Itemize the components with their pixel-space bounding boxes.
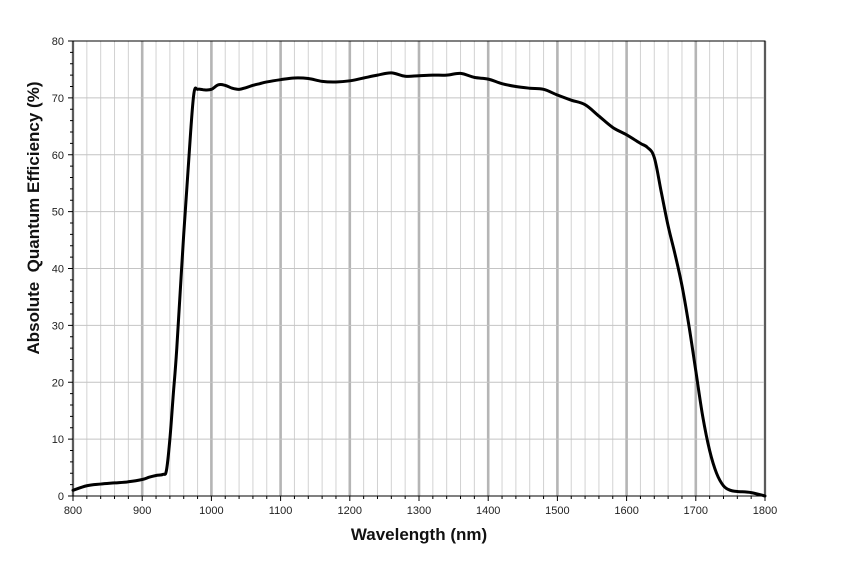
x-tick-label: 1000 (199, 505, 223, 517)
x-tick-label: 1300 (407, 505, 431, 517)
x-tick-label: 800 (64, 505, 82, 517)
x-tick-labels: 800 900 1000 1100 1200 1300 1400 1500 1600 1700 18… (64, 505, 777, 517)
y-tick-label: 0 (58, 491, 64, 503)
x-tick-label: 1800 (753, 505, 777, 517)
x-tick-label: 1500 (545, 505, 569, 517)
x-tick-label: 900 (133, 505, 151, 517)
y-tick-label: 30 (52, 320, 64, 332)
y-tick-label: 10 (52, 434, 64, 446)
axis-ticks (68, 40, 766, 501)
y-tick-label: 20 (52, 377, 64, 389)
y-tick-label: 80 (52, 36, 64, 48)
series-line (71, 71, 767, 498)
y-tick-label: 40 (52, 264, 64, 276)
x-tick-label: 1700 (684, 505, 708, 517)
y-tick-labels: 0 10 20 30 40 50 60 70 80 (52, 36, 64, 503)
x-tick-label: 1600 (614, 505, 638, 517)
x-tick-label: 1200 (338, 505, 362, 517)
y-axis-title: Absolute Quantum Efficiency (%) (24, 82, 43, 355)
y-tick-label: 50 (52, 207, 64, 219)
y-tick-label: 60 (52, 150, 64, 162)
x-axis-title: Wavelength (nm) (351, 525, 487, 544)
x-tick-label: 1400 (476, 505, 500, 517)
y-tick-label: 70 (52, 93, 64, 105)
x-tick-label: 1100 (269, 505, 293, 517)
grid (71, 40, 767, 497)
